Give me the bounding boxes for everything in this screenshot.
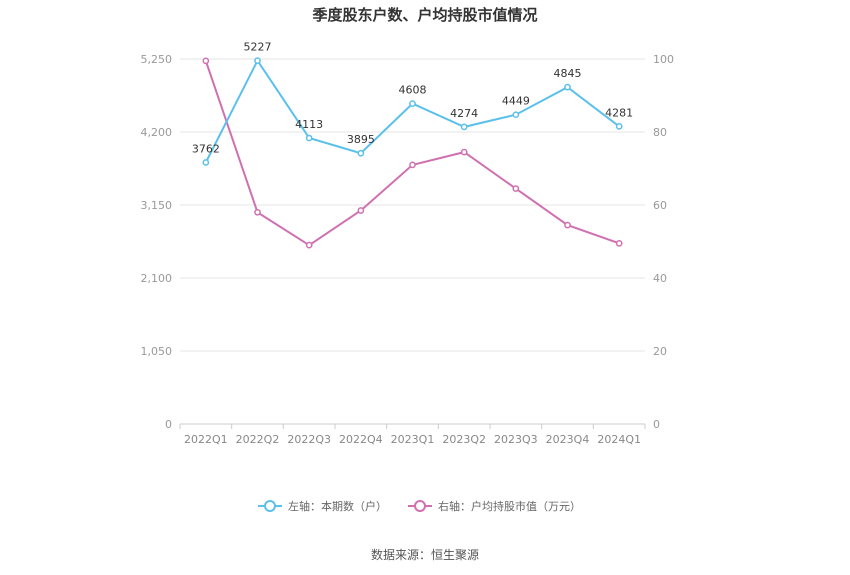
y-axis-right: 0 20 40 60 80 100 — [653, 53, 674, 431]
data-label: 3762 — [192, 142, 220, 155]
y-left-tick-label: 0 — [165, 418, 172, 431]
data-point-right[interactable] — [512, 185, 520, 192]
source-note: 数据来源：恒生聚源 — [371, 547, 479, 562]
legend-item-right[interactable]: 右轴：户均持股市值（万元） — [408, 499, 581, 513]
x-tick-label: 2022Q1 — [184, 433, 228, 446]
y-left-tick-label: 3,150 — [141, 199, 173, 212]
data-point-right[interactable] — [254, 208, 261, 216]
x-axis: 2022Q1 2022Q2 2022Q3 2022Q4 2023Q1 2023Q2 2023… — [179, 423, 646, 446]
data-point-left[interactable] — [357, 149, 365, 157]
x-tick-label: 2024Q1 — [597, 433, 641, 446]
data-point-right[interactable] — [305, 241, 313, 249]
legend-label: 左轴：本期数（户） — [288, 499, 387, 513]
x-tick-label: 2023Q1 — [391, 433, 435, 446]
chart-title: 季度股东户数、户均持股市值情况 — [312, 6, 537, 24]
series-layer: 3762 5227 4113 3895 4608 4274 4449 4845 4281 — [192, 41, 633, 249]
data-point-left[interactable] — [564, 83, 571, 91]
y-left-tick-label: 2,100 — [141, 272, 173, 285]
y-right-tick-label: 40 — [653, 272, 667, 285]
y-right-tick-label: 20 — [653, 345, 667, 358]
y-left-tick-label: 5,250 — [141, 53, 173, 66]
data-label: 3895 — [347, 133, 375, 146]
data-label: 4449 — [502, 95, 530, 108]
legend-item-left[interactable]: 左轴：本期数（户） — [258, 499, 387, 513]
series-right — [202, 57, 623, 249]
data-point-right[interactable] — [357, 207, 365, 214]
x-tick-label: 2022Q4 — [339, 433, 383, 446]
data-point-right[interactable] — [564, 221, 571, 229]
data-point-right[interactable] — [460, 148, 468, 156]
legend-marker-icon — [414, 500, 426, 512]
data-label: 4274 — [450, 107, 478, 120]
data-point-left[interactable] — [305, 134, 313, 142]
y-right-tick-label: 100 — [653, 53, 674, 66]
data-point-right[interactable] — [202, 57, 210, 65]
data-point-left[interactable] — [254, 57, 261, 64]
data-label: 5227 — [244, 41, 272, 54]
y-right-tick-label: 60 — [653, 199, 667, 212]
data-point-left[interactable] — [202, 159, 210, 166]
data-point-left[interactable] — [409, 100, 416, 107]
data-point-left[interactable] — [512, 111, 520, 119]
data-label: 4281 — [605, 106, 633, 119]
data-label: 4608 — [399, 84, 427, 97]
data-point-right[interactable] — [615, 239, 623, 247]
legend[interactable]: 左轴：本期数（户） 右轴：户均持股市值（万元） — [258, 499, 581, 513]
data-point-right[interactable] — [409, 161, 416, 169]
data-label: 4845 — [554, 67, 582, 80]
y-axis-left: 0 1,050 2,100 3,150 4,200 5,250 — [141, 53, 173, 431]
data-label: 4113 — [295, 118, 323, 131]
x-tick-label: 2023Q3 — [494, 433, 538, 446]
x-tick-label: 2022Q2 — [236, 433, 280, 446]
data-point-left[interactable] — [460, 123, 468, 131]
x-tick-label: 2022Q3 — [287, 433, 331, 446]
y-right-tick-label: 80 — [653, 126, 667, 139]
data-point-left[interactable] — [615, 123, 623, 130]
legend-marker-icon — [264, 500, 276, 512]
x-tick-label: 2023Q4 — [546, 433, 590, 446]
y-right-tick-label: 0 — [653, 418, 660, 431]
series-left: 3762 5227 4113 3895 4608 4274 4449 4845 4281 — [192, 41, 633, 166]
y-left-tick-label: 4,200 — [141, 126, 173, 139]
legend-label: 右轴：户均持股市值（万元） — [438, 499, 581, 513]
y-left-tick-label: 1,050 — [141, 345, 173, 358]
x-tick-label: 2023Q2 — [442, 433, 486, 446]
